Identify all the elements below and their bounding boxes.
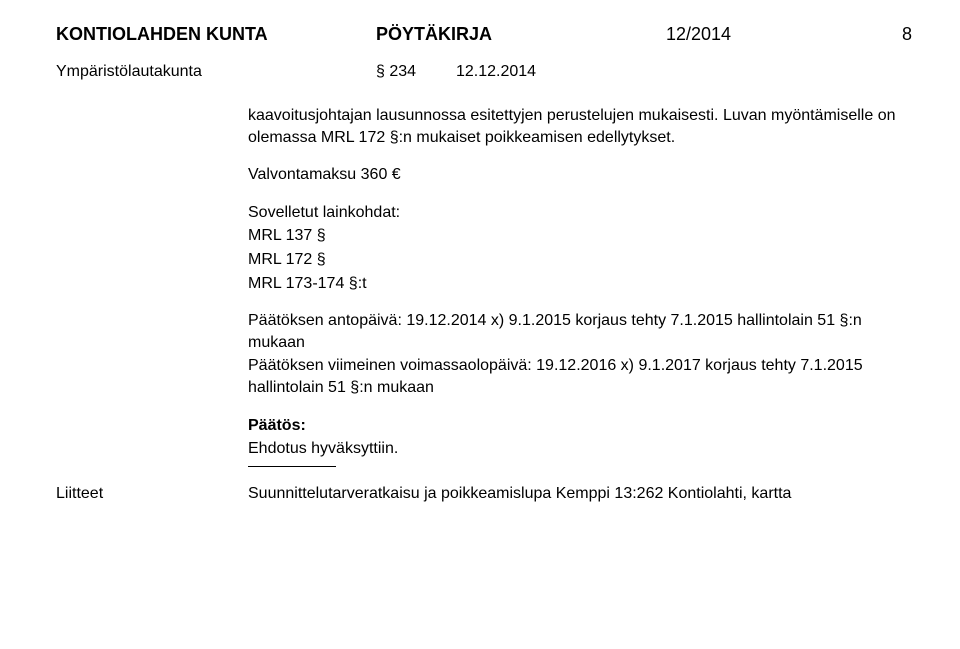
attachments-label: Liitteet <box>56 485 248 503</box>
page-number: 8 <box>872 24 912 45</box>
paragraph-decision-date: Päätöksen antopäivä: 19.12.2014 x) 9.1.2… <box>248 310 912 353</box>
law-item: MRL 173-174 §:t <box>248 273 912 295</box>
doc-number: 12/2014 <box>576 24 872 45</box>
body-block: kaavoitusjohtajan lausunnossa esitettyje… <box>248 105 912 467</box>
org-name: KONTIOLAHDEN KUNTA <box>56 24 376 45</box>
section-number: § 234 <box>376 63 456 81</box>
doc-type: PÖYTÄKIRJA <box>376 24 576 45</box>
paragraph-fee: Valvontamaksu 360 € <box>248 164 912 186</box>
paragraph-valid-until: Päätöksen viimeinen voimassaolopäivä: 19… <box>248 355 912 398</box>
header-row: KONTIOLAHDEN KUNTA PÖYTÄKIRJA 12/2014 8 <box>56 24 912 45</box>
document-page: KONTIOLAHDEN KUNTA PÖYTÄKIRJA 12/2014 8 … <box>0 0 960 527</box>
law-item: MRL 137 § <box>248 225 912 247</box>
attachments-text: Suunnittelutarveratkaisu ja poikkeamislu… <box>248 485 912 503</box>
subheader-row: Ympäristölautakunta § 234 12.12.2014 <box>56 63 912 81</box>
board-name: Ympäristölautakunta <box>56 63 376 81</box>
paragraph-laws: Sovelletut lainkohdat: MRL 137 § MRL 172… <box>248 202 912 294</box>
decision-label: Päätös: <box>248 415 912 437</box>
paragraph-justification: kaavoitusjohtajan lausunnossa esitettyje… <box>248 105 912 148</box>
decision-text: Ehdotus hyväksyttiin. <box>248 438 912 460</box>
attachments-row: Liitteet Suunnittelutarveratkaisu ja poi… <box>56 485 912 503</box>
law-item: MRL 172 § <box>248 249 912 271</box>
laws-label: Sovelletut lainkohdat: <box>248 202 912 224</box>
divider-rule <box>248 466 336 467</box>
decision-block: Päätös: Ehdotus hyväksyttiin. <box>248 415 912 467</box>
meeting-date: 12.12.2014 <box>456 63 536 81</box>
